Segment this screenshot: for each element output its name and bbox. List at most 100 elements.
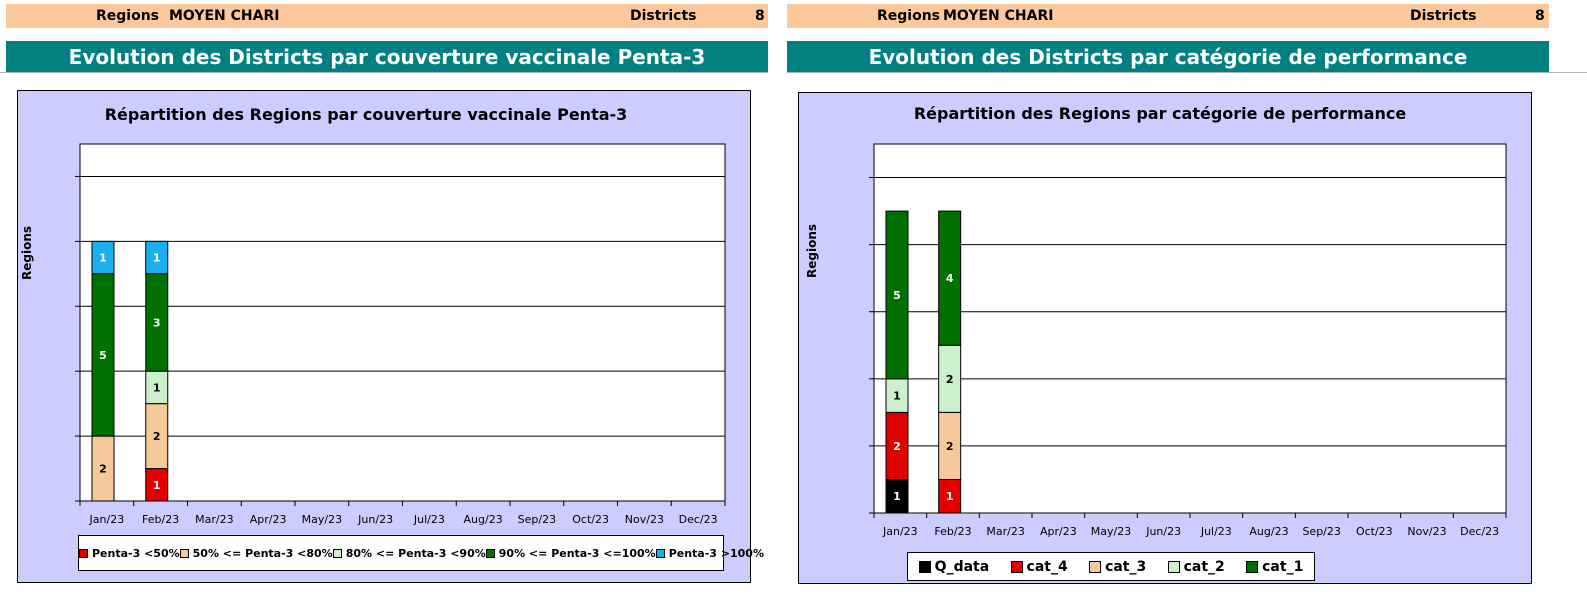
x-tick-label: Nov/23: [1407, 525, 1446, 538]
x-tick-label: Jun/23: [357, 513, 393, 526]
divider-left: [0, 72, 768, 73]
chart-legend: Penta-3 <50% 50% <= Penta-3 <80% 80% <= Pe…: [78, 535, 764, 571]
x-tick-label: Mar/23: [195, 513, 233, 526]
data-label: 1: [893, 490, 901, 503]
legend-label: 90% <= Penta-3 <=100%: [498, 546, 656, 560]
divider-right: [787, 72, 1587, 73]
x-tick-label: Aug/23: [1249, 525, 1288, 538]
legend-label: Penta-3 <50%: [92, 546, 180, 560]
districts-label: Districts: [1410, 8, 1477, 24]
region-value: MOYEN CHARI: [943, 8, 1054, 24]
legend-label: cat_4: [1026, 558, 1068, 575]
y-axis-label: Regions: [805, 224, 819, 278]
x-tick-label: Jan/23: [882, 525, 918, 538]
x-tick-label: Jul/23: [413, 513, 445, 526]
legend-item: cat_2: [1167, 558, 1225, 575]
x-tick-label: Dec/23: [679, 513, 718, 526]
legend-swatch: [332, 548, 342, 558]
header-bar-right: Regions MOYEN CHARI Districts 8: [787, 4, 1549, 28]
header-bar-left: Regions MOYEN CHARI Districts 8: [6, 4, 768, 28]
legend-label: cat_1: [1262, 558, 1304, 575]
section-title-left: Evolution des Districts par couverture v…: [6, 41, 768, 72]
x-tick-label: Sep/23: [1302, 525, 1340, 538]
legend-label: 50% <= Penta-3 <80%: [192, 546, 333, 560]
bar-segment: [885, 210, 909, 380]
data-label: 1: [153, 252, 161, 265]
legend-item: 50% <= Penta-3 <80%: [179, 546, 333, 560]
chart-legend: Q_data cat_4 cat_3 cat_2 cat_1: [907, 552, 1315, 581]
legend-swatch: [485, 548, 495, 558]
x-tick-label: Sep/23: [518, 513, 556, 526]
x-tick-label: May/23: [302, 513, 342, 526]
data-label: 2: [893, 440, 901, 453]
districts-count: 8: [1535, 8, 1545, 24]
legend-label: Penta-3 >100%: [668, 546, 764, 560]
chart-svg-performance: Regions Jan/23 Feb/23 Mar/23 Apr/23 May/23 Jun…: [805, 143, 1507, 538]
legend-label: 80% <= Penta-3 <90%: [345, 546, 486, 560]
data-label: 1: [99, 252, 107, 265]
x-tick-label: Jan/23: [89, 513, 125, 526]
x-tick-label: Feb/23: [142, 513, 179, 526]
legend-item: cat_1: [1246, 559, 1303, 575]
data-label: 1: [153, 381, 161, 394]
x-tick-label: Dec/23: [1460, 525, 1499, 538]
plot-area: [79, 143, 726, 502]
y-axis-label: Regions: [20, 226, 34, 280]
x-tick-label: Apr/23: [250, 513, 287, 526]
x-tick-label: Mar/23: [986, 525, 1024, 538]
region-value: MOYEN CHARI: [169, 8, 280, 24]
legend-item: 90% <= Penta-3 <=100%: [485, 546, 656, 560]
x-tick-label: Jun/23: [1145, 525, 1181, 538]
chart-title: Répartition des Regions par catégorie de…: [913, 104, 1407, 123]
data-label: 2: [99, 463, 107, 476]
bar-segment: [938, 210, 962, 346]
data-label: 2: [946, 373, 954, 386]
legend-swatch: [1089, 560, 1102, 573]
data-label: 2: [946, 440, 954, 453]
data-label: 1: [946, 490, 954, 503]
x-tick-label: Oct/23: [572, 513, 609, 526]
legend-swatch: [1167, 560, 1180, 573]
legend-swatch: [1246, 560, 1259, 573]
legend-item: Q_data: [918, 558, 990, 575]
chart-title: Répartition des Regions par couverture v…: [104, 105, 628, 124]
chart-svg-penta3: Regions Jan/23 Feb/23 Mar/23 Apr/23 May/23 Jun…: [20, 143, 726, 526]
legend-swatch: [655, 548, 665, 558]
legend-label: cat_3: [1105, 558, 1147, 575]
legend-item: Penta-3 >100%: [655, 546, 764, 560]
legend-swatch: [79, 548, 88, 558]
x-tick-label: Jul/23: [1200, 525, 1232, 538]
legend-item: cat_3: [1089, 559, 1146, 575]
x-tick-label: Nov/23: [625, 513, 664, 526]
data-label: 1: [893, 390, 901, 403]
legend-item: cat_4: [1010, 558, 1068, 575]
data-label: 5: [893, 289, 901, 302]
section-title-right: Evolution des Districts par catégorie de…: [787, 41, 1549, 72]
x-tick-label: Oct/23: [1356, 525, 1393, 538]
data-label: 1: [153, 479, 161, 492]
plot-area: [873, 143, 1507, 514]
region-label: Regions: [96, 8, 160, 24]
legend-swatch: [179, 548, 189, 558]
x-tick-label: Apr/23: [1040, 525, 1077, 538]
data-label: 4: [946, 272, 954, 285]
data-label: 5: [99, 349, 107, 362]
data-label: 3: [153, 317, 161, 330]
region-label: Regions: [877, 8, 941, 24]
districts-count: 8: [755, 8, 765, 24]
legend-label: cat_2: [1183, 558, 1225, 575]
legend-item: Penta-3 <50%: [79, 547, 180, 560]
chart-panel-performance: Répartition des Regions par catégorie de…: [798, 92, 1532, 584]
bar-segment: [91, 240, 115, 275]
chart-panel-penta3: Répartition des Regions par couverture v…: [17, 90, 764, 583]
legend-swatch: [918, 560, 931, 573]
data-label: 2: [153, 430, 161, 443]
legend-label: Q_data: [934, 558, 990, 575]
districts-label: Districts: [630, 8, 697, 24]
bar-segment: [145, 240, 169, 275]
legend-swatch: [1010, 560, 1023, 573]
x-tick-label: Aug/23: [464, 513, 503, 526]
x-tick-label: Feb/23: [934, 525, 971, 538]
legend-item: 80% <= Penta-3 <90%: [332, 546, 486, 560]
x-tick-label: May/23: [1091, 525, 1131, 538]
